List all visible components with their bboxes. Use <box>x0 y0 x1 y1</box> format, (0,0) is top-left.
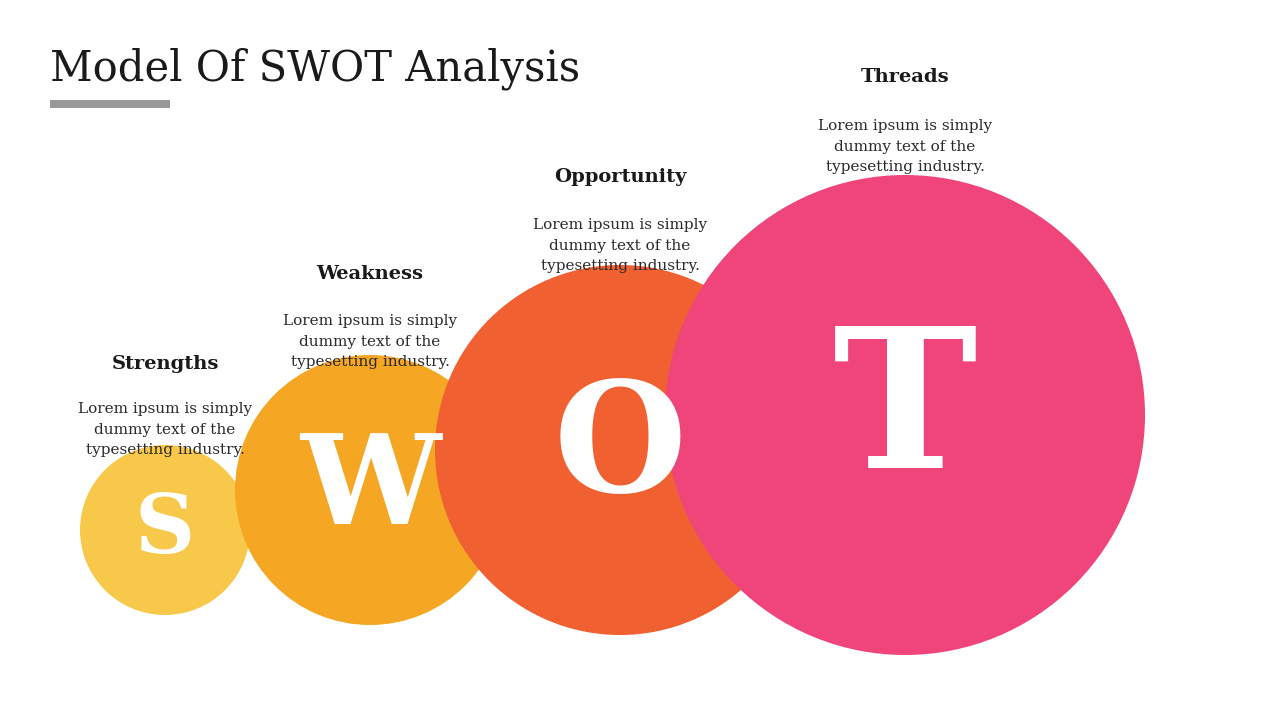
Circle shape <box>79 445 250 615</box>
Text: W: W <box>300 430 440 551</box>
Text: Lorem ipsum is simply
dummy text of the
typesetting industry.: Lorem ipsum is simply dummy text of the … <box>78 402 252 457</box>
Text: Lorem ipsum is simply
dummy text of the
typesetting industry.: Lorem ipsum is simply dummy text of the … <box>283 314 457 369</box>
Circle shape <box>236 355 506 625</box>
Text: Lorem ipsum is simply
dummy text of the
typesetting industry.: Lorem ipsum is simply dummy text of the … <box>818 119 992 174</box>
Text: Weakness: Weakness <box>316 265 424 283</box>
Text: S: S <box>134 490 195 570</box>
Text: Strengths: Strengths <box>111 355 219 373</box>
Text: T: T <box>832 320 978 510</box>
Circle shape <box>666 175 1146 655</box>
Circle shape <box>435 265 805 635</box>
Text: Lorem ipsum is simply
dummy text of the
typesetting industry.: Lorem ipsum is simply dummy text of the … <box>532 218 707 273</box>
Text: O: O <box>553 376 686 524</box>
Text: Opportunity: Opportunity <box>554 168 686 186</box>
FancyBboxPatch shape <box>50 100 170 108</box>
Text: Model Of SWOT Analysis: Model Of SWOT Analysis <box>50 48 580 91</box>
Text: Threads: Threads <box>860 68 950 86</box>
